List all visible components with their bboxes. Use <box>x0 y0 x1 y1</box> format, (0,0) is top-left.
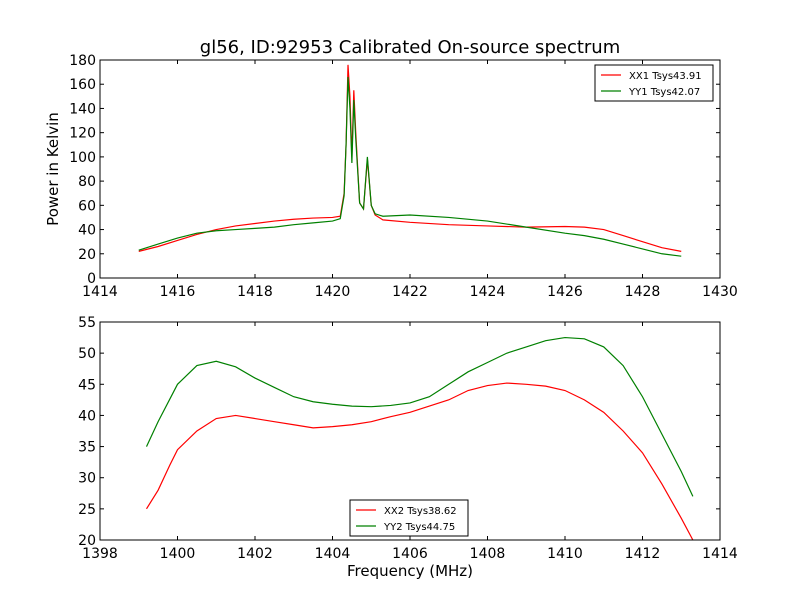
x-tick-label: 1402 <box>237 546 273 562</box>
series-line-2 <box>138 76 682 257</box>
y-axis-label: Power in Kelvin <box>44 112 62 226</box>
x-tick-label: 1424 <box>470 284 506 300</box>
y-tick-label: 30 <box>78 471 96 487</box>
x-tick-label: 1398 <box>82 546 118 562</box>
series-line-2 <box>145 336 694 497</box>
x-tick-label: 1410 <box>547 546 583 562</box>
x-tick-label: 1400 <box>160 546 196 562</box>
y-tick-label: 25 <box>78 502 96 518</box>
y-tick-label: 160 <box>69 77 96 93</box>
x-tick-label: 1416 <box>160 284 196 300</box>
x-tick-label: 1406 <box>392 546 428 562</box>
y-tick-label: 40 <box>78 408 96 424</box>
y-tick-label: 180 <box>69 53 96 69</box>
x-tick-label: 1414 <box>702 546 738 562</box>
y-tick-label: 20 <box>78 533 96 549</box>
chart-title: gl56, ID:92953 Calibrated On-source spec… <box>200 37 620 58</box>
legend: XX2 Tsys38.62 YY2 Tsys44.75 <box>349 499 469 537</box>
legend-box <box>349 499 469 537</box>
y-tick-label: 40 <box>78 223 96 239</box>
y-tick-label: 45 <box>78 377 96 393</box>
y-tick-label: 100 <box>69 150 96 166</box>
x-tick-label: 1430 <box>702 284 738 300</box>
legend-label: XX1 Tsys43.91 <box>629 71 702 82</box>
y-tick-label: 80 <box>78 174 96 190</box>
y-tick-label: 60 <box>78 198 96 214</box>
x-axis-label: Frequency (MHz) <box>347 562 473 580</box>
x-tick-label: 1408 <box>470 546 506 562</box>
series-line-1 <box>145 382 694 540</box>
x-tick-label: 1418 <box>237 284 273 300</box>
x-tick-label: 1428 <box>625 284 661 300</box>
legend-box <box>594 64 714 102</box>
x-tick-label: 1404 <box>315 546 351 562</box>
x-tick-label: 1426 <box>547 284 583 300</box>
y-tick-label: 35 <box>78 440 96 456</box>
x-tick-label: 1412 <box>625 546 661 562</box>
y-tick-label: 20 <box>78 247 96 263</box>
x-tick-label: 1420 <box>315 284 351 300</box>
legend: XX1 Tsys43.91 YY1 Tsys42.07 <box>594 64 714 102</box>
legend-label: YY2 Tsys44.75 <box>383 522 455 533</box>
y-tick-label: 140 <box>69 101 96 117</box>
legend-label: XX2 Tsys38.62 <box>384 506 457 517</box>
y-tick-label: 55 <box>78 315 96 331</box>
y-tick-label: 50 <box>78 346 96 362</box>
x-tick-label: 1414 <box>82 284 118 300</box>
legend-label: YY1 Tsys42.07 <box>628 87 700 98</box>
top-panel: 1414 1416 1418 1420 1422 1424 1426 1428 1430 0 20 4… <box>44 37 738 300</box>
x-tick-label: 1422 <box>392 284 428 300</box>
y-tick-label: 0 <box>87 271 96 287</box>
y-tick-label: 120 <box>69 126 96 142</box>
bottom-panel: 1398 1400 1402 1404 1406 1408 1410 1412 1414 20 25… <box>78 315 738 580</box>
